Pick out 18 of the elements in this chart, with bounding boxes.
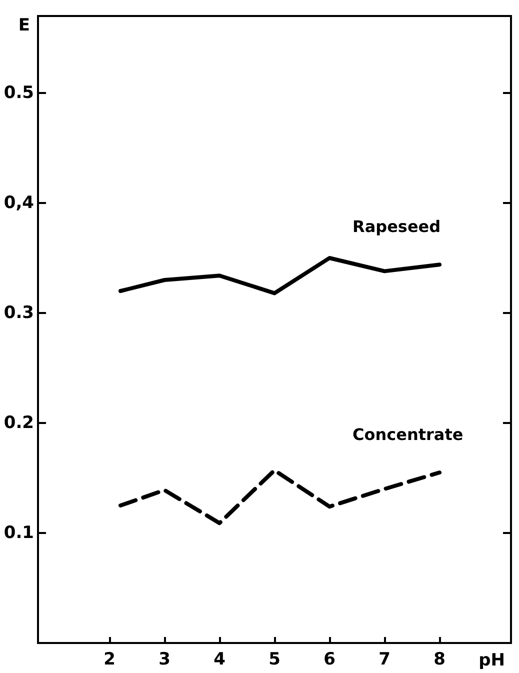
x-tick-label: 6 [324,650,336,670]
x-tick-label: 7 [378,650,390,670]
y-axis-title: E [18,16,30,36]
line-series [118,468,442,526]
x-tick-label: 5 [268,650,280,670]
x-tick-label: 2 [104,650,116,670]
y-tick-label: 0.2 [4,413,34,433]
x-tick-label: 8 [434,650,446,670]
y-tick-label: 0,4 [4,193,34,213]
line-series [118,256,442,296]
y-tick-label: 0.5 [4,83,34,103]
x-tick-label: 3 [158,650,170,670]
series-label: Rapeseed [352,217,441,236]
y-tick-label: 0.1 [4,523,34,543]
x-axis-title: pH [478,650,506,670]
text: Concentrate [352,425,464,444]
y-tick-label: 0.3 [4,303,34,323]
x-tick-label: 4 [214,650,226,670]
